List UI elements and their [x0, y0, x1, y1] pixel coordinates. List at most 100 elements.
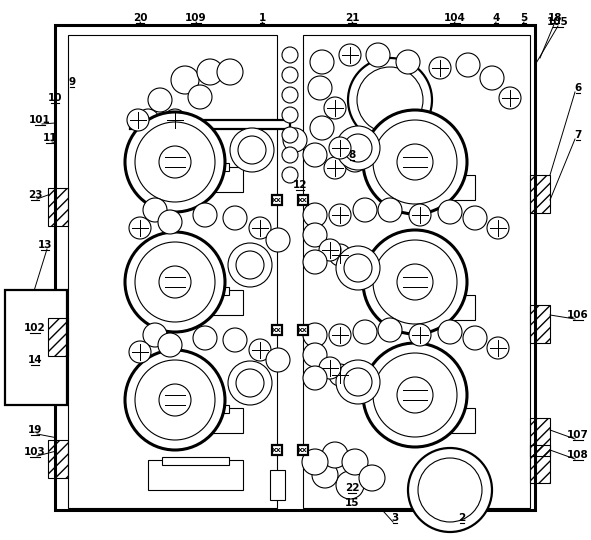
Bar [530, 175, 550, 213]
Bar [148, 167, 243, 192]
Bar [530, 305, 550, 343]
Circle shape [217, 59, 243, 85]
Text: 108: 108 [567, 450, 589, 460]
Text: XX: XX [272, 448, 282, 453]
Text: 103: 103 [24, 447, 46, 457]
Bar [395, 405, 462, 413]
Circle shape [418, 458, 482, 522]
Bar [148, 408, 243, 433]
Text: 21: 21 [345, 13, 359, 23]
Circle shape [282, 147, 298, 163]
Text: 101: 101 [29, 115, 51, 125]
Circle shape [303, 203, 327, 227]
Circle shape [373, 120, 457, 204]
Bar [148, 290, 243, 315]
Circle shape [409, 204, 431, 226]
Circle shape [310, 50, 334, 74]
Bar [148, 460, 243, 490]
Text: XX: XX [272, 327, 282, 333]
Circle shape [283, 128, 307, 152]
Bar [48, 318, 68, 356]
Circle shape [282, 67, 298, 83]
Circle shape [396, 50, 420, 74]
Circle shape [164, 109, 186, 131]
Circle shape [236, 369, 264, 397]
Circle shape [336, 246, 380, 290]
Text: 10: 10 [48, 93, 62, 103]
Circle shape [343, 148, 367, 172]
Circle shape [125, 350, 225, 450]
Bar [298, 445, 308, 455]
Circle shape [344, 254, 372, 282]
Bar [272, 445, 282, 455]
Bar [55, 25, 535, 510]
Circle shape [353, 198, 377, 222]
Text: 5: 5 [520, 13, 528, 23]
Circle shape [303, 143, 327, 167]
Circle shape [322, 442, 348, 468]
Circle shape [282, 167, 298, 183]
Circle shape [329, 364, 351, 386]
Circle shape [319, 357, 341, 379]
Circle shape [310, 116, 334, 140]
Bar [380, 295, 475, 320]
Circle shape [336, 126, 380, 170]
Circle shape [266, 348, 290, 372]
Circle shape [197, 59, 223, 85]
Circle shape [137, 109, 159, 131]
Text: 106: 106 [567, 310, 589, 320]
Circle shape [303, 366, 327, 390]
Circle shape [456, 53, 480, 77]
Circle shape [303, 250, 327, 274]
Circle shape [230, 128, 274, 172]
Circle shape [408, 448, 492, 532]
Bar [395, 292, 462, 300]
Bar [270, 470, 285, 500]
Circle shape [480, 66, 504, 90]
Circle shape [228, 243, 272, 287]
Circle shape [143, 198, 167, 222]
Text: 4: 4 [492, 13, 499, 23]
Circle shape [129, 341, 151, 363]
Text: 102: 102 [24, 323, 46, 333]
Circle shape [312, 462, 338, 488]
Bar [130, 120, 290, 129]
Bar [298, 195, 308, 205]
Text: 18: 18 [548, 13, 562, 23]
Circle shape [429, 57, 451, 79]
Circle shape [249, 339, 271, 361]
Circle shape [339, 44, 361, 66]
Bar [48, 188, 68, 226]
Circle shape [238, 136, 266, 164]
Text: 13: 13 [38, 240, 52, 250]
Bar [530, 445, 550, 483]
Text: XX: XX [298, 327, 308, 333]
Circle shape [438, 200, 462, 224]
Circle shape [135, 122, 215, 202]
Text: 109: 109 [185, 13, 207, 23]
Circle shape [159, 266, 191, 298]
Text: 9: 9 [69, 77, 76, 87]
Bar [303, 35, 530, 508]
Circle shape [397, 377, 433, 413]
Bar [272, 325, 282, 335]
Circle shape [329, 137, 351, 159]
Circle shape [329, 324, 351, 346]
Circle shape [499, 87, 521, 109]
Circle shape [282, 47, 298, 63]
Circle shape [319, 239, 341, 261]
Text: 105: 105 [547, 17, 569, 27]
Circle shape [135, 360, 215, 440]
Circle shape [127, 109, 149, 131]
Bar [162, 287, 229, 295]
Circle shape [125, 112, 225, 212]
Text: 20: 20 [133, 13, 147, 23]
Bar [162, 457, 229, 465]
Circle shape [409, 324, 431, 346]
Text: 107: 107 [567, 430, 589, 440]
Circle shape [171, 66, 199, 94]
Circle shape [329, 204, 351, 226]
Circle shape [135, 242, 215, 322]
Bar [530, 418, 550, 456]
Text: XX: XX [298, 448, 308, 453]
